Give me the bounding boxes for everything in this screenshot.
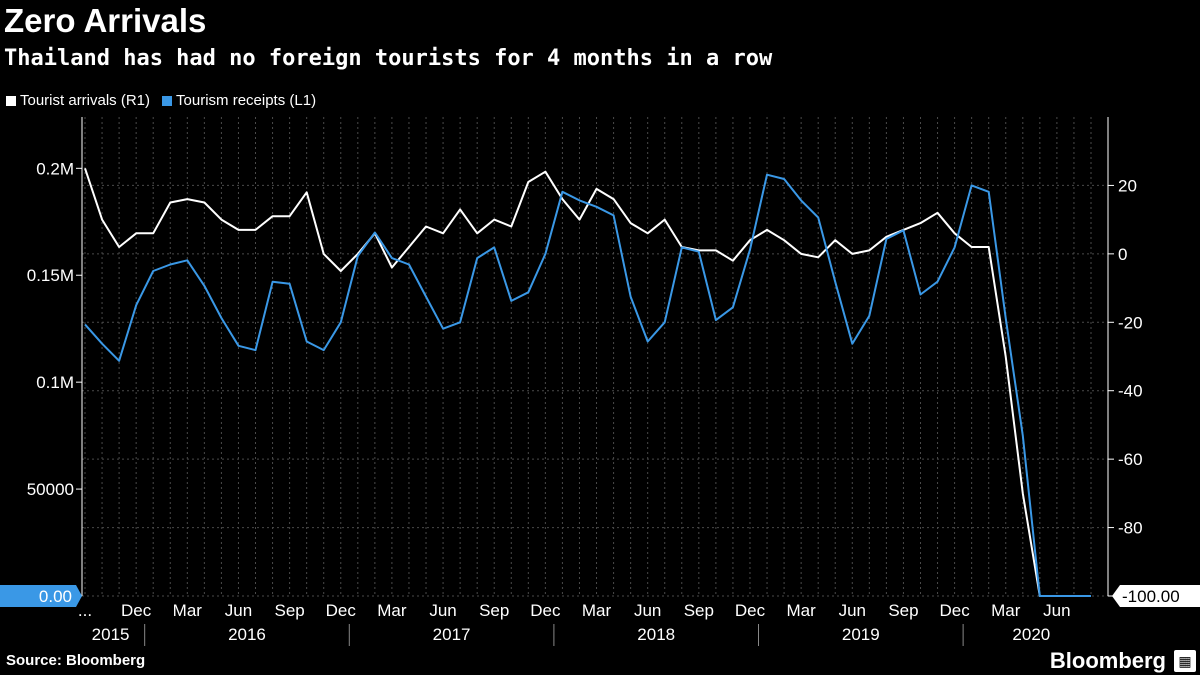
legend-label-receipts: Tourism receipts (L1) [176,92,317,109]
x-axis-label: Mar [377,601,407,620]
x-axis-label: Dec [530,601,561,620]
left-last-value-flag-tip [76,585,82,607]
brand-logo: Bloomberg [1049,648,1166,673]
year-label: 2017 [433,625,471,644]
year-label: 2018 [637,625,675,644]
year-label: 2016 [228,625,266,644]
x-axis-label: Mar [991,601,1021,620]
x-axis-label: Jun [634,601,661,620]
left-axis-label: 0.15M [27,266,74,285]
legend: Tourist arrivals (R1) Tourism receipts (… [6,92,316,109]
series-line-receipts [84,173,1091,597]
right-axis-label: 0 [1118,245,1127,264]
legend-item-receipts: Tourism receipts (L1) [162,92,316,109]
x-axis-label: Mar [173,601,203,620]
right-axis-label: -80 [1118,519,1143,538]
x-axis-label: Jun [225,601,252,620]
chart-title: Zero Arrivals [4,2,207,39]
x-axis-label: Jun [429,601,456,620]
right-axis-label: -60 [1118,450,1143,469]
right-axis-label: 20 [1118,176,1137,195]
x-axis-label: Jun [1043,601,1070,620]
legend-swatch-arrivals [6,95,16,106]
x-axis-label: Jun [839,601,866,620]
x-axis-label: Dec [735,601,766,620]
x-axis-label: Mar [786,601,816,620]
year-label: 2020 [1012,625,1050,644]
legend-swatch-receipts [162,95,173,106]
year-label: 2015 [92,625,130,644]
x-axis-label: Mar [582,601,612,620]
terminal-icon: ▦ [1174,650,1196,672]
legend-label-arrivals: Tourist arrivals (R1) [20,92,151,109]
x-axis-label: Sep [274,601,304,620]
x-axis-label: Sep [684,601,714,620]
legend-item-arrivals: Tourist arrivals (R1) [6,92,150,109]
left-axis-label: 0.2M [36,159,74,178]
right-axis-label: -20 [1118,313,1143,332]
left-last-value-flag [0,585,76,607]
series-line-arrivals [84,167,1091,597]
right-axis-label: -100.00 [1122,587,1180,606]
left-axis-label: 0.1M [36,373,74,392]
year-label: 2019 [842,625,880,644]
x-axis-label: Dec [121,601,152,620]
right-last-value-flag [1112,585,1200,607]
x-axis-label: ... [78,601,92,620]
left-axis-label: 0.00 [39,587,72,606]
x-axis-label: Sep [888,601,918,620]
left-axis-label: 50000 [27,480,74,499]
chart-subtitle: Thailand has had no foreign tourists for… [4,46,773,71]
x-axis-label: Sep [479,601,509,620]
source-note: Source: Bloomberg [6,652,146,669]
x-axis-label: Dec [939,601,970,620]
x-axis-label: Dec [326,601,357,620]
right-axis-label: -40 [1118,382,1143,401]
